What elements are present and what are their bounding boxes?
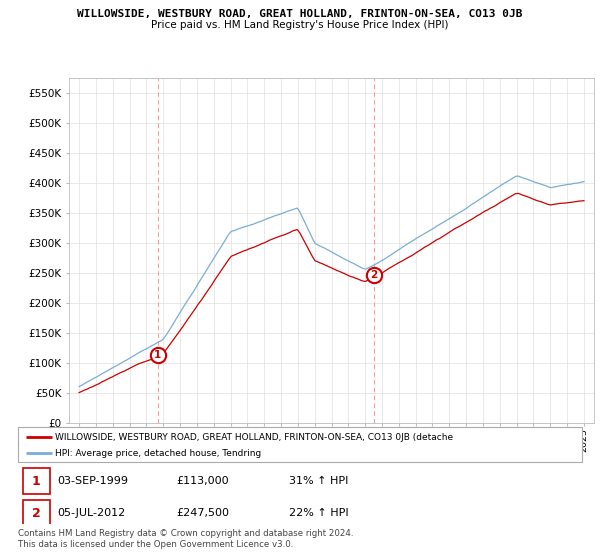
FancyBboxPatch shape bbox=[23, 468, 50, 494]
Text: 03-SEP-1999: 03-SEP-1999 bbox=[58, 476, 128, 486]
Text: HPI: Average price, detached house, Tendring: HPI: Average price, detached house, Tend… bbox=[55, 449, 261, 458]
Text: 1: 1 bbox=[154, 350, 161, 360]
Text: 1: 1 bbox=[32, 475, 40, 488]
Text: 05-JUL-2012: 05-JUL-2012 bbox=[58, 508, 126, 518]
Text: 31% ↑ HPI: 31% ↑ HPI bbox=[289, 476, 348, 486]
Text: WILLOWSIDE, WESTBURY ROAD, GREAT HOLLAND, FRINTON-ON-SEA, CO13 0JB (detache: WILLOWSIDE, WESTBURY ROAD, GREAT HOLLAND… bbox=[55, 432, 453, 441]
Text: £247,500: £247,500 bbox=[176, 508, 229, 518]
Text: Contains HM Land Registry data © Crown copyright and database right 2024.
This d: Contains HM Land Registry data © Crown c… bbox=[18, 529, 353, 549]
Text: £113,000: £113,000 bbox=[176, 476, 229, 486]
Text: 2: 2 bbox=[370, 269, 377, 279]
FancyBboxPatch shape bbox=[23, 500, 50, 526]
Text: WILLOWSIDE, WESTBURY ROAD, GREAT HOLLAND, FRINTON-ON-SEA, CO13 0JB: WILLOWSIDE, WESTBURY ROAD, GREAT HOLLAND… bbox=[77, 9, 523, 19]
Text: 22% ↑ HPI: 22% ↑ HPI bbox=[289, 508, 349, 518]
Text: Price paid vs. HM Land Registry's House Price Index (HPI): Price paid vs. HM Land Registry's House … bbox=[151, 20, 449, 30]
Text: 2: 2 bbox=[32, 506, 40, 520]
